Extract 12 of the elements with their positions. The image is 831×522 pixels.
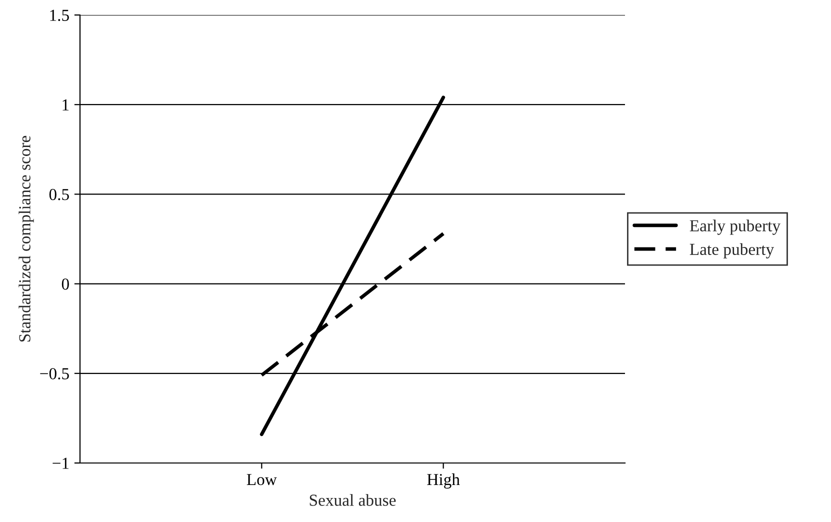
x-tick-label: Low bbox=[246, 474, 277, 486]
y-tick-label: −0.5 bbox=[40, 368, 69, 380]
legend-label: Early puberty bbox=[690, 220, 780, 235]
y-tick-label: 1.5 bbox=[50, 10, 69, 22]
legend-label: Late puberty bbox=[690, 243, 774, 258]
y-axis-title: Standardized compliance score bbox=[18, 136, 34, 342]
x-tick-label: High bbox=[427, 473, 460, 489]
y-tick-label: 0.5 bbox=[49, 188, 69, 200]
y-tick-label: 0 bbox=[62, 278, 69, 290]
y-tick-label: 1 bbox=[62, 99, 69, 110]
x-axis-title: Sexual abuse bbox=[310, 494, 396, 506]
y-tick-label: −1 bbox=[52, 458, 69, 469]
